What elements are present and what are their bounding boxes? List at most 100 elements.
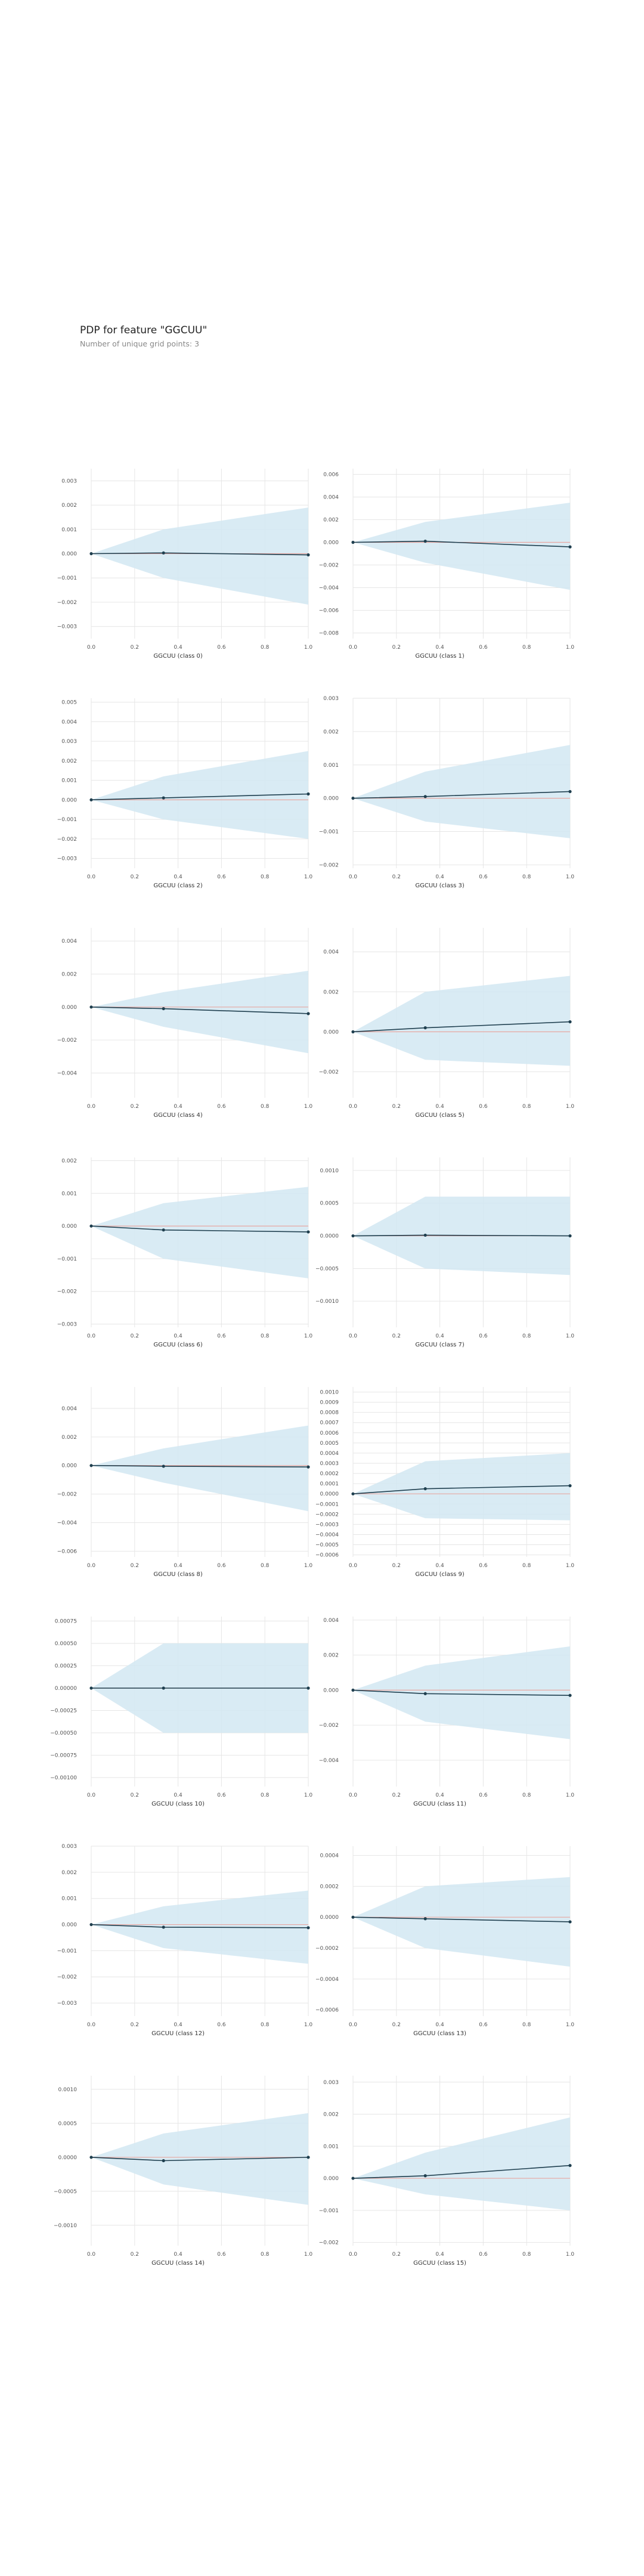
x-tick-label: 0.8: [522, 1792, 531, 1798]
pdp-point: [568, 2163, 572, 2168]
x-tick-label: 0.0: [87, 645, 96, 651]
y-tick-label: −0.001: [319, 829, 339, 835]
y-tick-label: 0.002: [61, 1870, 77, 1876]
y-tick-label: 0.0009: [320, 1400, 339, 1406]
pdp-point: [351, 540, 355, 544]
x-axis-title: GGCUU (class 5): [415, 1112, 465, 1119]
y-tick-label: −0.00050: [50, 1730, 77, 1736]
x-axis-title: GGCUU (class 13): [413, 2030, 466, 2037]
pdp-point: [162, 1228, 165, 1232]
y-tick-label: 0.000: [323, 1029, 339, 1035]
confidence-band: [91, 507, 308, 605]
title-block: PDP for feature "GGCUU" Number of unique…: [80, 324, 207, 348]
y-tick-label: −0.004: [57, 1521, 78, 1527]
x-tick-label: 1.0: [566, 1792, 575, 1798]
y-tick-label: 0.0007: [320, 1420, 339, 1426]
pdp-point: [162, 796, 165, 800]
pdp-point: [162, 1925, 165, 1929]
x-tick-label: 1.0: [304, 645, 313, 651]
x-tick-label: 0.4: [174, 1563, 182, 1569]
x-tick-label: 1.0: [566, 1333, 575, 1339]
x-tick-label: 1.0: [566, 1104, 575, 1110]
x-tick-label: 0.8: [261, 1563, 270, 1569]
x-tick-label: 1.0: [304, 874, 313, 880]
y-tick-label: 0.000: [61, 1922, 77, 1928]
confidence-band: [91, 970, 308, 1054]
y-tick-label: 0.000: [61, 552, 77, 558]
confidence-band: [353, 976, 570, 1066]
x-tick-label: 0.0: [87, 2022, 96, 2028]
pdp-point: [568, 1020, 572, 1024]
pdp-panel-class-7: 0.0 0.2 0.4 0.6 0.8 1.0 −0.0010 −0.0005 0.0000 0.…: [315, 1157, 574, 1348]
x-tick-label: 0.8: [261, 1333, 270, 1339]
pdp-point: [306, 792, 310, 796]
x-tick-label: 0.0: [87, 2252, 96, 2258]
y-tick-label: 0.0000: [58, 2155, 78, 2161]
y-tick-label: 0.002: [323, 2112, 339, 2118]
x-tick-label: 0.8: [522, 1333, 531, 1339]
x-tick-label: 0.2: [131, 645, 139, 651]
x-tick-label: 0.2: [131, 2252, 139, 2258]
x-axis-title: GGCUU (class 12): [151, 2030, 205, 2037]
y-tick-label: 0.003: [61, 478, 77, 484]
y-tick-label: 0.0008: [320, 1410, 339, 1416]
pdp-point: [306, 1012, 310, 1015]
y-tick-label: 0.004: [323, 1618, 339, 1624]
x-tick-label: 0.8: [261, 874, 270, 880]
x-tick-label: 0.4: [174, 2022, 182, 2028]
y-tick-label: −0.0005: [315, 1543, 339, 1549]
y-tick-label: −0.0004: [315, 1977, 339, 1983]
x-tick-label: 0.4: [174, 1792, 182, 1798]
y-tick-label: −0.008: [319, 631, 339, 637]
pdp-point: [351, 1915, 355, 1919]
y-tick-label: 0.0002: [320, 1884, 339, 1890]
x-tick-label: 0.8: [522, 1563, 531, 1569]
pdp-point: [568, 789, 572, 794]
y-tick-label: 0.0005: [58, 2121, 78, 2127]
y-tick-label: 0.001: [61, 1896, 77, 1902]
pdp-point: [568, 1484, 572, 1488]
y-tick-label: −0.001: [57, 1256, 77, 1262]
x-axis-title: GGCUU (class 4): [153, 1112, 203, 1119]
x-tick-label: 0.8: [522, 1104, 531, 1110]
y-tick-label: −0.002: [319, 862, 339, 868]
y-tick-label: 0.004: [61, 939, 77, 945]
y-tick-label: −0.001: [57, 817, 77, 823]
confidence-band: [91, 1187, 308, 1278]
y-tick-label: −0.001: [57, 575, 77, 581]
pdp-panel-class-10: 0.0 0.2 0.4 0.6 0.8 1.0 −0.00100 −0.00075 −0.000…: [50, 1617, 312, 1807]
y-tick-label: 0.002: [61, 971, 77, 977]
pdp-point: [351, 1030, 355, 1033]
pdp-point: [423, 540, 427, 543]
pdp-panel-class-0: 0.0 0.2 0.4 0.6 0.8 1.0 −0.003 −0.002 −0.001 0.00…: [57, 469, 313, 660]
x-tick-label: 0.2: [131, 1333, 139, 1339]
x-tick-label: 0.4: [435, 1563, 444, 1569]
y-tick-label: −0.001: [319, 2208, 339, 2214]
x-tick-label: 0.0: [87, 1563, 96, 1569]
x-tick-label: 0.2: [392, 1104, 401, 1110]
x-tick-label: 0.2: [131, 1792, 139, 1798]
y-tick-label: −0.00075: [50, 1753, 77, 1759]
confidence-band: [91, 751, 308, 839]
x-tick-label: 0.4: [174, 1333, 182, 1339]
y-tick-label: 0.0000: [320, 1491, 339, 1497]
y-tick-label: −0.0003: [315, 1522, 339, 1528]
x-tick-label: 1.0: [304, 1104, 313, 1110]
x-axis-title: GGCUU (class 3): [415, 883, 465, 889]
y-tick-label: −0.004: [57, 1070, 78, 1076]
pdp-point: [162, 551, 165, 555]
x-tick-label: 0.6: [479, 645, 488, 651]
y-tick-label: −0.002: [319, 1723, 339, 1729]
x-tick-label: 0.6: [217, 1792, 226, 1798]
y-tick-label: 0.0002: [320, 1471, 339, 1477]
pdp-panel-class-14: 0.0 0.2 0.4 0.6 0.8 1.0 −0.0010 −0.0005 0.0000 0.…: [54, 2076, 312, 2267]
y-tick-label: 0.005: [61, 700, 77, 706]
pdp-panel-class-3: 0.0 0.2 0.4 0.6 0.8 1.0 −0.002 −0.001 0.000 0.001…: [319, 696, 575, 889]
y-tick-label: 0.006: [323, 472, 339, 478]
y-tick-label: 0.0000: [320, 1234, 339, 1240]
y-tick-label: −0.003: [57, 1322, 77, 1328]
y-tick-label: 0.001: [323, 763, 339, 769]
pdp-point: [306, 1230, 310, 1234]
x-axis-title: GGCUU (class 10): [151, 1801, 205, 1807]
y-tick-label: 0.00075: [55, 1619, 77, 1625]
